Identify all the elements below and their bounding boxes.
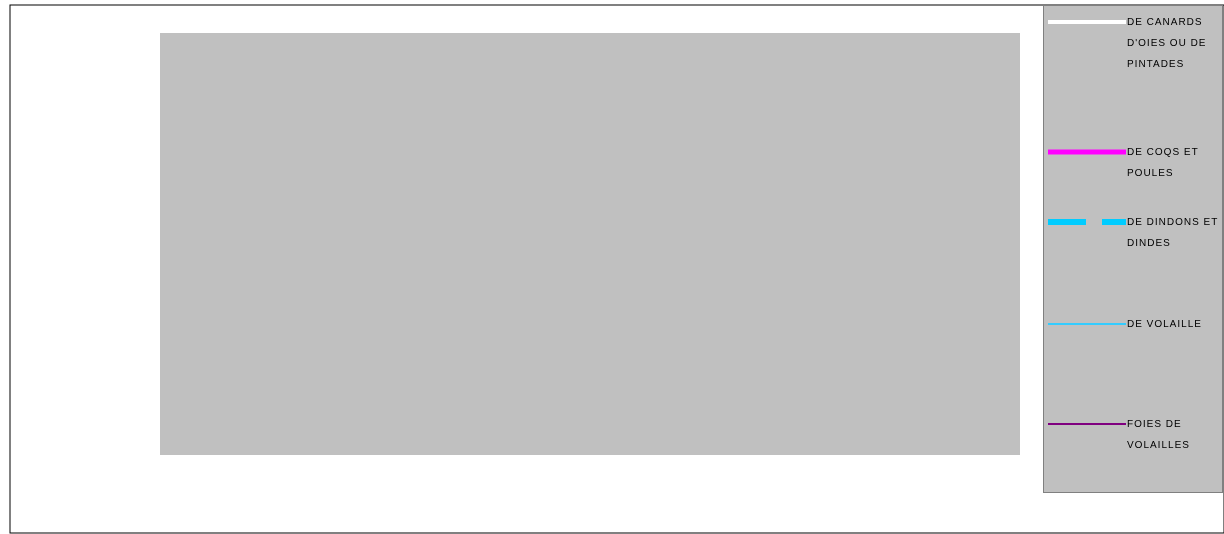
legend-swatch xyxy=(1048,219,1126,225)
legend: DE CANARDS D'OIES OU DE PINTADES DE COQS … xyxy=(1043,5,1223,493)
legend-label: FOIES DE VOLAILLES xyxy=(1127,419,1190,451)
legend-label: DE VOLAILLE xyxy=(1127,319,1202,330)
legend-label: DE DINDONS ET DINDES xyxy=(1127,217,1219,249)
legend-label: DE CANARDS D'OIES OU DE PINTADES xyxy=(1127,17,1207,70)
legend-swatch xyxy=(1048,423,1126,425)
legend-swatch xyxy=(1048,20,1126,24)
legend-swatch xyxy=(1048,323,1126,325)
legend-label: DE COQS ET POULES xyxy=(1127,147,1199,179)
plot-area xyxy=(160,33,1020,455)
legend-swatch xyxy=(1048,149,1126,155)
